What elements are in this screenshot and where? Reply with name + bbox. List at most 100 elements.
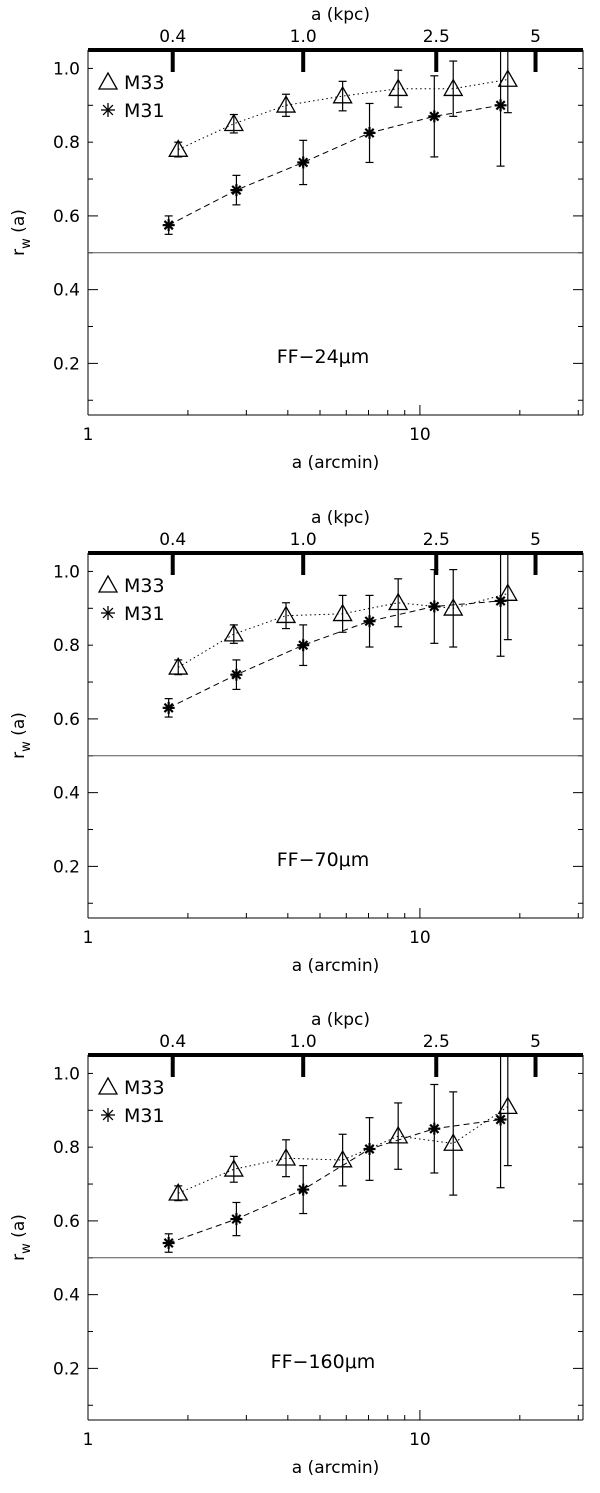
data-point-asterisk xyxy=(428,110,441,123)
asterisk-stroke xyxy=(495,595,506,606)
x-tick-label: 10 xyxy=(409,425,431,445)
top-axis-title: a (kpc) xyxy=(311,5,370,25)
data-point-triangle xyxy=(168,656,189,675)
asterisk-stroke xyxy=(102,607,114,619)
x-tick-label: 1 xyxy=(83,1430,94,1450)
asterisk-stroke xyxy=(231,669,242,680)
data-point-asterisk xyxy=(162,701,175,714)
data-point-triangle xyxy=(388,78,409,97)
asterisk-stroke xyxy=(364,127,375,138)
legend-label: M31 xyxy=(124,1105,165,1127)
top-tick-label: 2.5 xyxy=(423,1032,450,1052)
data-point-asterisk xyxy=(494,99,507,112)
panel-ff-70: 0.2 0.4 0.6 0.8 1.0 1 10 0.4 1.0 2.5 5 a (arcmin) a … xyxy=(9,508,584,976)
panel-annotation: FF−70μm xyxy=(277,849,370,871)
data-point-triangle xyxy=(332,603,353,622)
top-tick-label: 1.0 xyxy=(290,1032,317,1052)
data-point-triangle xyxy=(497,1096,518,1115)
data-point-triangle xyxy=(497,69,518,87)
data-point-asterisk xyxy=(297,639,310,652)
y-axis-title: rw (a) xyxy=(9,209,34,256)
y-tick-label: 0.2 xyxy=(53,354,80,374)
legend-asterisk-icon xyxy=(101,606,115,620)
data-point-asterisk xyxy=(230,1213,243,1226)
series-m33 xyxy=(168,50,518,158)
y-tick-label: 1.0 xyxy=(53,1064,80,1084)
y-axis-title: rw (a) xyxy=(9,1214,34,1261)
y-tick-label: 0.4 xyxy=(53,281,80,301)
y-tick-label: 1.0 xyxy=(53,562,80,582)
y-tick-label: 1.0 xyxy=(53,59,80,79)
series-m31 xyxy=(162,553,507,718)
asterisk-stroke xyxy=(429,111,440,122)
top-tick-label: 0.4 xyxy=(159,27,186,47)
panel-ff-160: 0.2 0.4 0.6 0.8 1.0 1 10 0.4 1.0 2.5 5 a (arcmin) a … xyxy=(9,1010,584,1478)
asterisk-stroke xyxy=(364,1144,375,1154)
data-point-asterisk xyxy=(494,594,507,607)
data-point-triangle xyxy=(275,605,297,624)
x-axis-title: a (arcmin) xyxy=(292,1458,380,1478)
series-m31 xyxy=(162,1055,507,1253)
panel-annotation: FF−24μm xyxy=(277,346,370,368)
data-point-triangle xyxy=(497,583,518,601)
y-tick-label: 0.6 xyxy=(53,710,80,730)
asterisk-stroke xyxy=(298,1184,309,1195)
legend-label: M33 xyxy=(124,1077,165,1099)
asterisk-stroke xyxy=(102,104,114,116)
data-point-asterisk xyxy=(297,1183,310,1196)
data-point-triangle xyxy=(332,1149,353,1168)
panel-ff-24: 0.2 0.4 0.6 0.8 1.0 1 10 0.4 1.0 2.5 5 a (arcmin) a … xyxy=(9,5,584,473)
y-axis-title: rw (a) xyxy=(9,712,34,759)
panel-annotation: FF−160μm xyxy=(271,1351,376,1373)
y-tick-label: 0.4 xyxy=(53,784,80,804)
legend-triangle-icon xyxy=(97,574,119,593)
data-point-triangle xyxy=(275,1147,297,1166)
asterisk-stroke xyxy=(163,220,174,231)
data-point-asterisk xyxy=(428,1122,441,1135)
top-tick-label: 0.4 xyxy=(159,1032,186,1052)
data-point-triangle xyxy=(332,85,353,104)
asterisk-stroke xyxy=(429,1123,440,1134)
legend-label: M33 xyxy=(124,72,165,94)
y-tick-label: 0.4 xyxy=(53,1286,80,1306)
legend-triangle-icon xyxy=(97,1076,119,1095)
data-point-triangle xyxy=(443,597,464,616)
data-point-asterisk xyxy=(230,184,243,197)
y-tick-label: 0.8 xyxy=(53,636,80,656)
x-axis-title: a (arcmin) xyxy=(292,956,380,976)
asterisk-stroke xyxy=(298,157,309,168)
top-tick-label: 1.0 xyxy=(290,530,317,550)
data-point-asterisk xyxy=(363,126,376,139)
data-point-asterisk xyxy=(230,668,243,681)
data-point-triangle xyxy=(168,1182,189,1201)
data-point-asterisk xyxy=(162,219,175,232)
data-point-asterisk xyxy=(162,1237,175,1250)
asterisk-stroke xyxy=(495,1114,506,1125)
data-point-asterisk xyxy=(494,1113,507,1126)
asterisk-stroke xyxy=(163,1238,174,1249)
asterisk-stroke xyxy=(163,702,174,713)
data-point-triangle xyxy=(443,78,464,97)
series-line xyxy=(168,600,501,709)
data-point-triangle xyxy=(168,139,189,157)
legend-label: M33 xyxy=(124,575,165,597)
y-tick-label: 0.8 xyxy=(53,133,80,153)
asterisk-stroke xyxy=(364,616,375,627)
legend-asterisk-icon xyxy=(101,1108,115,1122)
series-m31 xyxy=(162,50,507,235)
x-axis-title: a (arcmin) xyxy=(292,453,380,473)
data-point-asterisk xyxy=(297,156,310,169)
legend-triangle-icon xyxy=(97,71,119,90)
legend-label: M31 xyxy=(124,100,165,122)
top-tick-label: 2.5 xyxy=(423,530,450,550)
x-tick-label: 10 xyxy=(409,928,431,948)
asterisk-stroke xyxy=(231,1214,242,1225)
data-point-triangle xyxy=(223,113,244,132)
y-tick-label: 0.2 xyxy=(53,1359,80,1379)
data-point-asterisk xyxy=(363,1143,376,1156)
asterisk-stroke xyxy=(429,601,440,612)
data-point-triangle xyxy=(443,1133,464,1151)
